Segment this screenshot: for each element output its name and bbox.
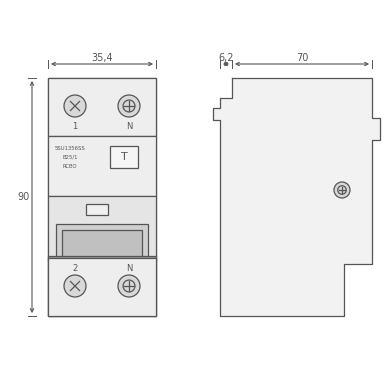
Text: 5SU1356SS: 5SU1356SS (55, 146, 85, 151)
Text: N: N (126, 263, 132, 273)
Bar (48, 196, 156, 316)
Bar (78, 298, 126, 310)
Bar (48, 258, 156, 316)
Circle shape (118, 275, 140, 297)
Text: 70: 70 (296, 53, 308, 63)
Text: RCBO: RCBO (63, 164, 77, 169)
Circle shape (334, 182, 350, 198)
Bar (62, 230, 142, 262)
Text: 6,2: 6,2 (218, 53, 234, 63)
Bar (48, 256, 156, 261)
Bar (48, 78, 156, 316)
Circle shape (118, 95, 140, 117)
Circle shape (64, 275, 86, 297)
Circle shape (64, 95, 86, 117)
Bar (56, 224, 148, 282)
Text: B25/1: B25/1 (62, 154, 78, 159)
Bar (48, 136, 156, 196)
Polygon shape (213, 78, 380, 316)
Bar (110, 146, 138, 168)
Bar (86, 204, 108, 215)
Text: 2: 2 (72, 263, 78, 273)
Text: 90: 90 (17, 192, 29, 202)
Text: 35,4: 35,4 (91, 53, 113, 63)
Bar (48, 78, 156, 136)
Text: N: N (126, 122, 132, 131)
Text: 1: 1 (72, 122, 78, 131)
Text: T: T (121, 152, 127, 162)
